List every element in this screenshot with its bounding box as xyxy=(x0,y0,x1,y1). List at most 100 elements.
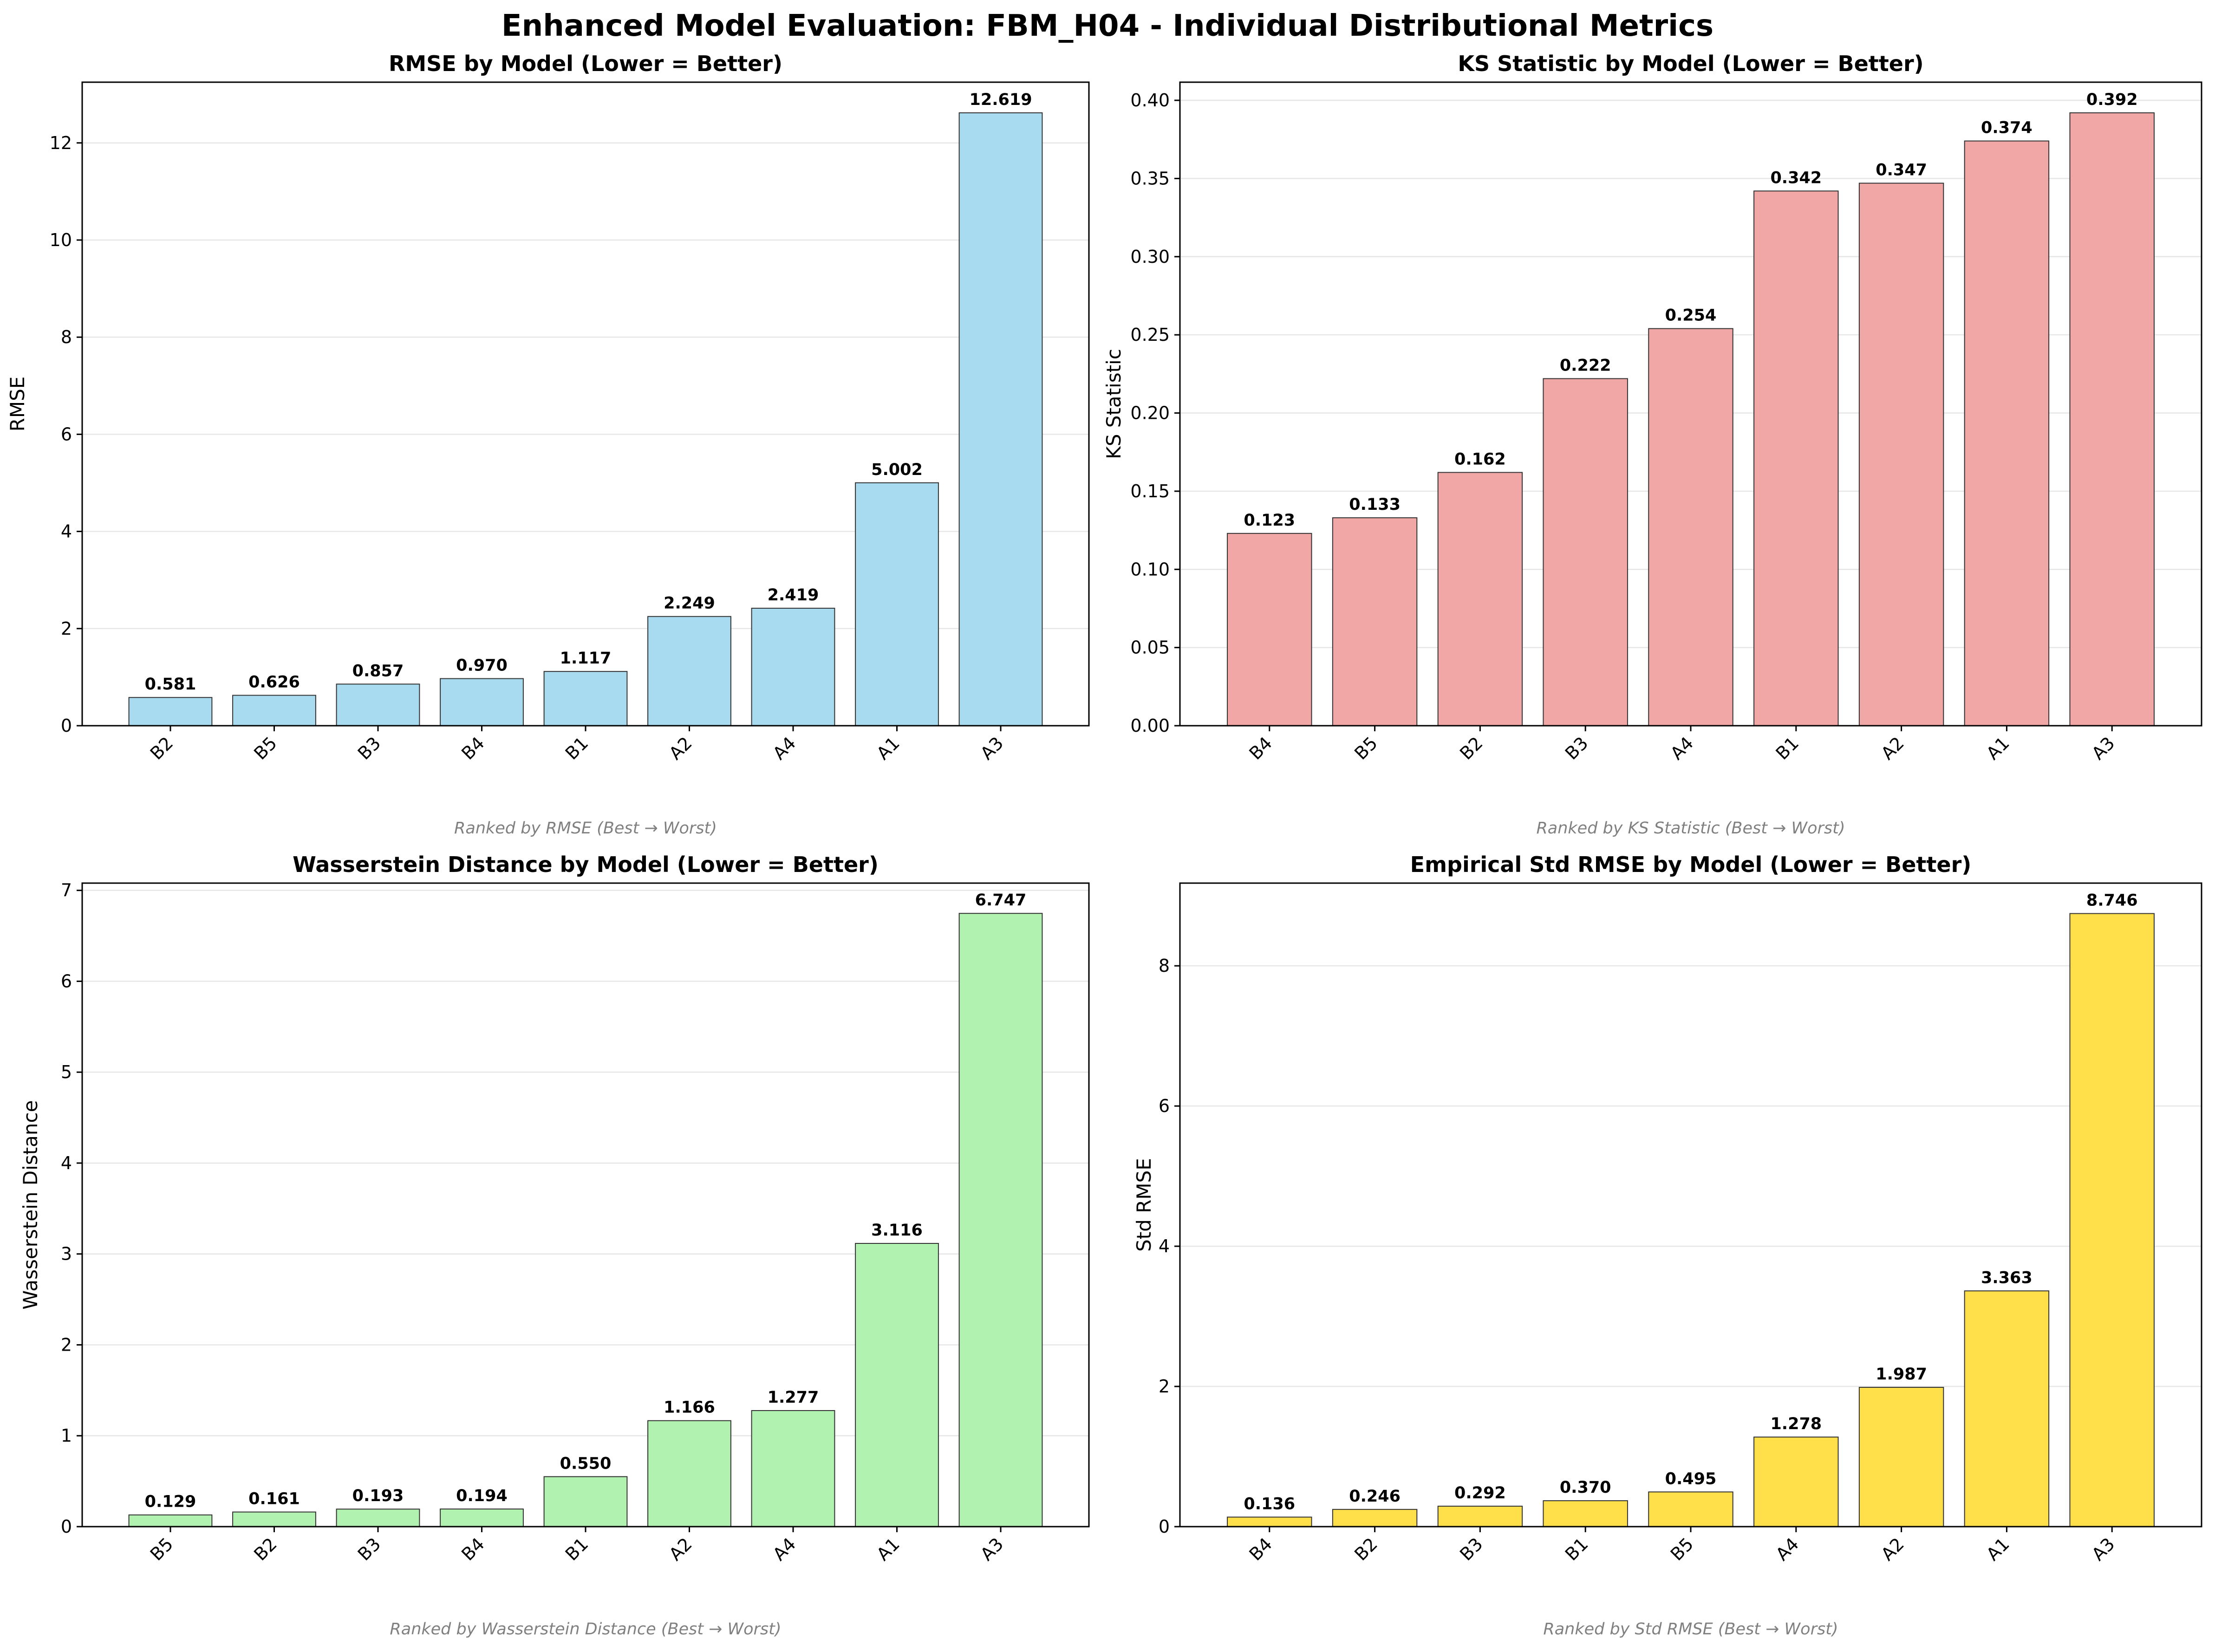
bar-b2 xyxy=(1437,472,1523,726)
y-tick-label: 0.15 xyxy=(1130,481,1170,501)
y-tick-label: 0.20 xyxy=(1130,403,1170,423)
y-axis-label: KS Statistic xyxy=(1102,349,1125,459)
x-tick-label: A2 xyxy=(665,733,696,764)
data-label: 0.626 xyxy=(248,673,300,692)
bar-a1 xyxy=(1964,140,2050,726)
y-tick-label: 3 xyxy=(61,1244,72,1264)
x-tick-label: B4 xyxy=(1245,733,1277,764)
data-label: 0.123 xyxy=(1244,511,1295,530)
x-tick-label: B2 xyxy=(146,733,177,764)
x-tick-label: A3 xyxy=(2088,733,2119,764)
x-tick-label: A2 xyxy=(665,1534,696,1565)
bar-b2 xyxy=(1332,1509,1418,1528)
chart-title: Wasserstein Distance by Model (Lower = B… xyxy=(293,852,879,877)
bar-b5 xyxy=(1648,1491,1733,1527)
x-tick-label: B1 xyxy=(561,1534,593,1565)
bar-b5 xyxy=(232,695,316,727)
y-tick-label: 0.10 xyxy=(1130,559,1170,579)
data-label: 0.129 xyxy=(145,1493,196,1511)
y-tick-label: 8 xyxy=(1159,956,1170,976)
bar-a3 xyxy=(958,112,1043,726)
ranking-note: Ranked by Wasserstein Distance (Best → W… xyxy=(390,1620,781,1639)
data-label: 0.857 xyxy=(352,662,404,680)
y-axis-label: RMSE xyxy=(6,377,29,432)
y-tick-label: 0.00 xyxy=(1130,715,1170,736)
bar-a3 xyxy=(2069,112,2155,726)
y-tick-label: 0.40 xyxy=(1130,90,1170,111)
bar-a2 xyxy=(647,616,731,726)
y-tick-label: 0.25 xyxy=(1130,325,1170,345)
bar-b3 xyxy=(336,683,420,727)
data-label: 6.747 xyxy=(975,891,1027,910)
chart-panel-3: 0.129 0.161 0.193 0.194 0.550 1.166 1.277 3.116… xyxy=(19,852,1090,1639)
x-tick-label: A4 xyxy=(1667,733,1698,764)
bar-a2 xyxy=(647,1420,731,1528)
chart-title: Empirical Std RMSE by Model (Lower = Bet… xyxy=(1410,852,1972,877)
bar-b2 xyxy=(128,697,213,727)
x-tick-label: B5 xyxy=(146,1534,177,1565)
y-tick-label: 6 xyxy=(61,424,72,444)
x-tick-label: B2 xyxy=(250,1534,281,1565)
y-tick-label: 5 xyxy=(61,1062,72,1082)
x-tick-label: A3 xyxy=(977,733,1008,764)
x-tick-label: A1 xyxy=(1982,733,2013,764)
bar-a2 xyxy=(1858,1387,1944,1527)
ranking-note: Ranked by RMSE (Best → Worst) xyxy=(454,819,717,838)
y-tick-label: 6 xyxy=(1159,1096,1170,1116)
bar-b4 xyxy=(1227,533,1312,726)
x-tick-label: B1 xyxy=(1561,1534,1592,1565)
figure-title: Enhanced Model Evaluation: FBM_H04 - Ind… xyxy=(502,9,1713,43)
data-label: 0.970 xyxy=(456,657,508,675)
bar-a2 xyxy=(1858,182,1944,726)
bar-a4 xyxy=(1648,328,1733,726)
y-axis-label: Std RMSE xyxy=(1133,1158,1155,1252)
bar-b1 xyxy=(543,671,628,727)
x-tick-label: B4 xyxy=(457,1534,489,1565)
bar-a4 xyxy=(1753,1437,1839,1528)
y-tick-label: 1 xyxy=(61,1425,72,1446)
chart-panel-2: 0.123 0.133 0.162 0.222 0.254 0.342 0.347 0.374… xyxy=(1102,51,2202,838)
x-tick-label: A1 xyxy=(1982,1534,2013,1565)
x-tick-label: A2 xyxy=(1877,1534,1908,1565)
x-tick-label: B3 xyxy=(1561,733,1592,764)
bar-b4 xyxy=(1227,1516,1312,1527)
data-label: 3.363 xyxy=(1981,1268,2033,1287)
y-tick-label: 2 xyxy=(1159,1376,1170,1397)
bar-b2 xyxy=(232,1511,316,1527)
x-tick-label: B5 xyxy=(1667,1534,1698,1565)
x-tick-label: B2 xyxy=(1456,733,1487,764)
data-label: 1.987 xyxy=(1876,1365,1927,1384)
x-tick-label: A1 xyxy=(873,1534,904,1565)
data-label: 0.136 xyxy=(1244,1495,1295,1513)
data-label: 0.374 xyxy=(1981,119,2033,137)
chart-panels: 0.581 0.626 0.857 0.970 1.117 2.249 2.419 5.002… xyxy=(6,51,2202,1639)
bar-a3 xyxy=(958,913,1043,1527)
y-tick-label: 4 xyxy=(1159,1236,1170,1256)
bar-b3 xyxy=(1437,1505,1523,1528)
chart-title: RMSE by Model (Lower = Better) xyxy=(389,51,782,76)
ranking-note: Ranked by KS Statistic (Best → Worst) xyxy=(1536,819,1845,838)
data-label: 0.194 xyxy=(456,1487,508,1505)
y-tick-label: 0.30 xyxy=(1130,247,1170,267)
data-label: 0.222 xyxy=(1560,356,1611,375)
y-tick-label: 6 xyxy=(61,971,72,991)
chart-panel-4: 0.136 0.246 0.292 0.370 0.495 1.278 1.987 3.363… xyxy=(1133,852,2202,1639)
x-tick-label: A4 xyxy=(1772,1534,1803,1565)
data-label: 0.342 xyxy=(1770,169,1822,187)
bar-b4 xyxy=(440,1509,524,1527)
data-label: 0.133 xyxy=(1349,495,1401,514)
data-label: 8.746 xyxy=(2086,891,2138,910)
chart-panel-1: 0.581 0.626 0.857 0.970 1.117 2.249 2.419 5.002… xyxy=(6,51,1090,838)
x-tick-label: A2 xyxy=(1877,733,1908,764)
x-tick-label: B5 xyxy=(250,733,281,764)
data-label: 2.249 xyxy=(664,594,715,613)
data-label: 0.581 xyxy=(145,675,196,694)
y-tick-label: 0.05 xyxy=(1130,637,1170,658)
y-tick-label: 4 xyxy=(61,521,72,542)
data-label: 0.495 xyxy=(1665,1470,1717,1488)
ranking-note: Ranked by Std RMSE (Best → Worst) xyxy=(1543,1620,1838,1639)
bar-b5 xyxy=(128,1514,213,1527)
data-label: 0.162 xyxy=(1454,450,1506,468)
y-tick-label: 2 xyxy=(61,1334,72,1355)
